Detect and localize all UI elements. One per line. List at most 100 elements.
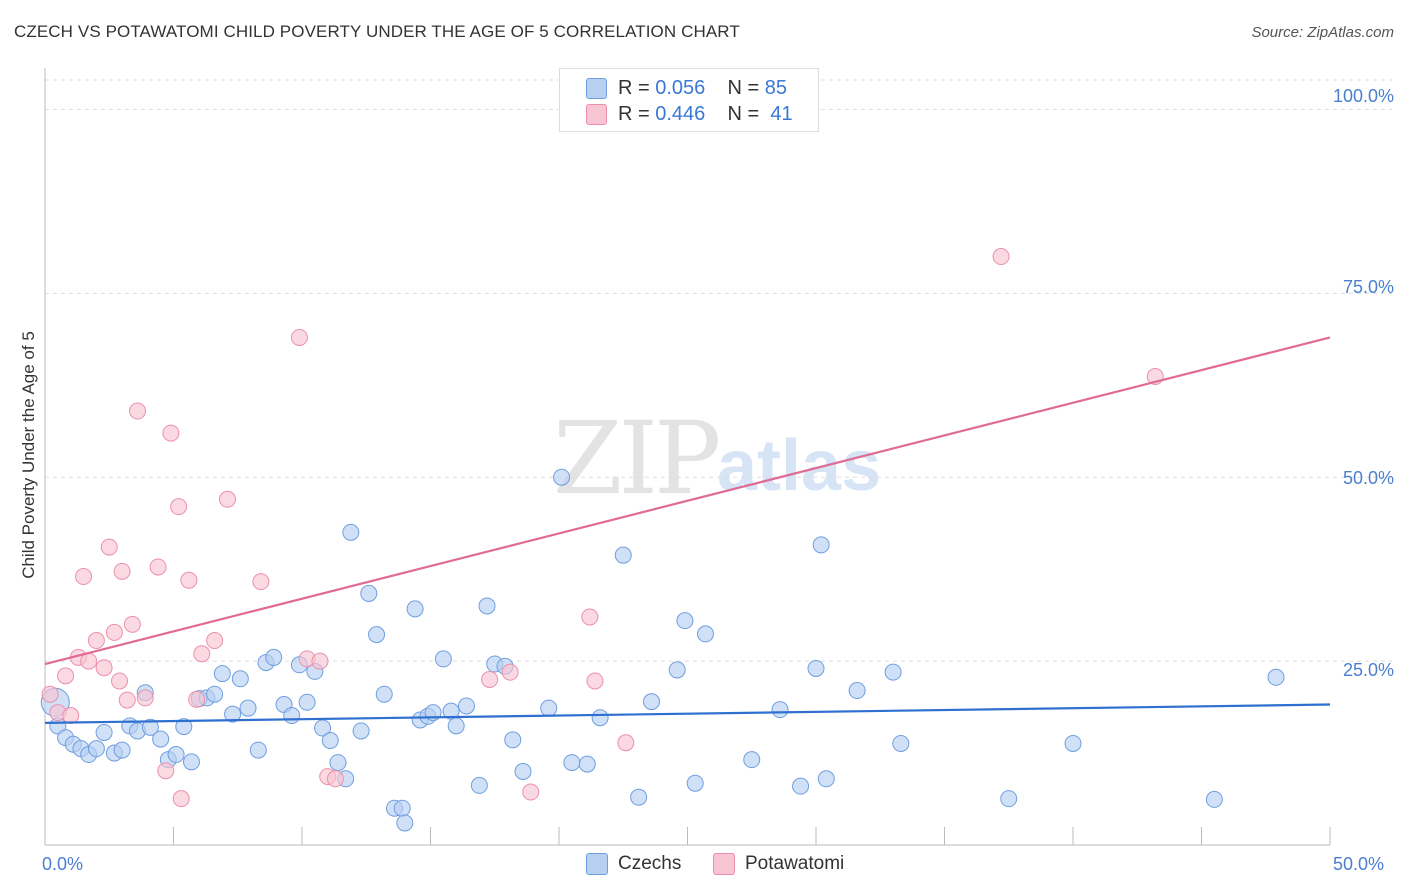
czechs-point [249, 741, 267, 759]
potawatomi-point [172, 790, 190, 808]
czechs-point [470, 776, 488, 794]
czechs-n-label: N = [727, 77, 760, 99]
czechs-point [514, 762, 532, 780]
czechs-point [175, 718, 193, 736]
czechs-point [152, 730, 170, 748]
chart-title: CZECH VS POTAWATOMI CHILD POVERTY UNDER … [14, 22, 740, 41]
czechs-point [314, 719, 332, 737]
czechs-point [231, 670, 249, 688]
czechs-point [696, 625, 714, 643]
czechs-point [457, 697, 475, 715]
czechs-point [686, 774, 704, 792]
czechs-point [213, 665, 231, 683]
czechs-point [668, 661, 686, 679]
potawatomi-point [57, 667, 75, 685]
czechs-point [113, 741, 131, 759]
potawatomi-n-label: N = [727, 103, 760, 125]
potawatomi-point [522, 783, 540, 801]
potawatomi-point [290, 328, 308, 346]
czechs-point [368, 626, 386, 644]
czechs-point [1267, 668, 1285, 686]
czechs-point [504, 731, 522, 749]
source-label: Source: ZipAtlas.com [1251, 24, 1394, 41]
y-tick-label-50: 50.0% [1342, 468, 1394, 488]
czechs-point [1064, 734, 1082, 752]
czechs-point [352, 722, 370, 740]
czechs-point [360, 584, 378, 602]
potawatomi-point [113, 562, 131, 580]
czechs-point [614, 546, 632, 564]
czechs-point [141, 718, 159, 736]
potawatomi-point [180, 571, 198, 589]
x-tick-label-max: 50.0% [1333, 854, 1385, 874]
potawatomi-point [100, 538, 118, 556]
legend-potawatomi-label: Potawatomi [745, 853, 845, 874]
potawatomi-point [80, 652, 98, 670]
potawatomi-point [617, 734, 635, 752]
czechs-point [743, 751, 761, 769]
potawatomi-point [123, 615, 141, 633]
czechs-point [434, 650, 452, 668]
legend-potawatomi-swatch [713, 853, 735, 875]
czechs-point [87, 740, 105, 758]
czechs-point [540, 699, 558, 717]
czechs-point [578, 755, 596, 773]
legend-czechs-swatch [586, 853, 608, 875]
czechs-trend-line [44, 703, 1331, 724]
czechs-point [265, 648, 283, 666]
y-tick-label-25: 25.0% [1342, 660, 1394, 680]
potawatomi-point [111, 672, 129, 690]
czechs-point [817, 770, 835, 788]
potawatomi-point [326, 770, 344, 788]
potawatomi-point [311, 652, 329, 670]
czechs-point [396, 814, 414, 832]
czechs-n-value: 85 [764, 77, 788, 99]
legend-czechs-label: Czechs [618, 853, 682, 874]
czechs-point [375, 685, 393, 703]
czechs-point [182, 753, 200, 771]
czechs-point [553, 468, 571, 486]
potawatomi-point [586, 672, 604, 690]
czechs-point [630, 788, 648, 806]
czechs-point [206, 685, 224, 703]
czechs-swatch [586, 78, 607, 99]
czechs-point [884, 663, 902, 681]
czechs-point [1205, 790, 1223, 808]
stats-legend: R = 0.056 N = 85 R = 0.446 N = 41 [559, 68, 819, 132]
czechs-point [329, 754, 347, 772]
czechs-point [892, 734, 910, 752]
y-tick-label-100: 100.0% [1332, 86, 1394, 106]
czechs-point [167, 746, 185, 764]
potawatomi-point [581, 608, 599, 626]
potawatomi-point [992, 248, 1010, 266]
potawatomi-point [87, 632, 105, 650]
czechs-point [792, 777, 810, 795]
y-tick-label-75: 75.0% [1342, 277, 1394, 297]
potawatomi-n-value: 41 [770, 103, 793, 125]
czechs-point [848, 682, 866, 700]
potawatomi-point [162, 424, 180, 442]
czechs-r-label: R = [618, 77, 650, 99]
czechs-point [95, 723, 113, 741]
potawatomi-point [41, 685, 59, 703]
potawatomi-point [193, 645, 211, 663]
czechs-point [771, 701, 789, 719]
czechs-point [342, 523, 360, 541]
potawatomi-point [170, 498, 188, 516]
czechs-point [447, 717, 465, 735]
potawatomi-point [95, 659, 113, 677]
potawatomi-point [501, 663, 519, 681]
potawatomi-point [481, 670, 499, 688]
potawatomi-point [118, 691, 136, 709]
potawatomi-point [149, 558, 167, 576]
potawatomi-trend-line [44, 336, 1331, 666]
potawatomi-r-label: R = [618, 103, 650, 125]
watermark-atlas: atlas [717, 426, 882, 506]
watermark-zip: ZIP [553, 400, 721, 517]
czechs-point [283, 707, 301, 725]
czechs-point [807, 659, 825, 677]
potawatomi-point [105, 623, 123, 641]
potawatomi-point [188, 690, 206, 708]
czechs-point [478, 597, 496, 615]
